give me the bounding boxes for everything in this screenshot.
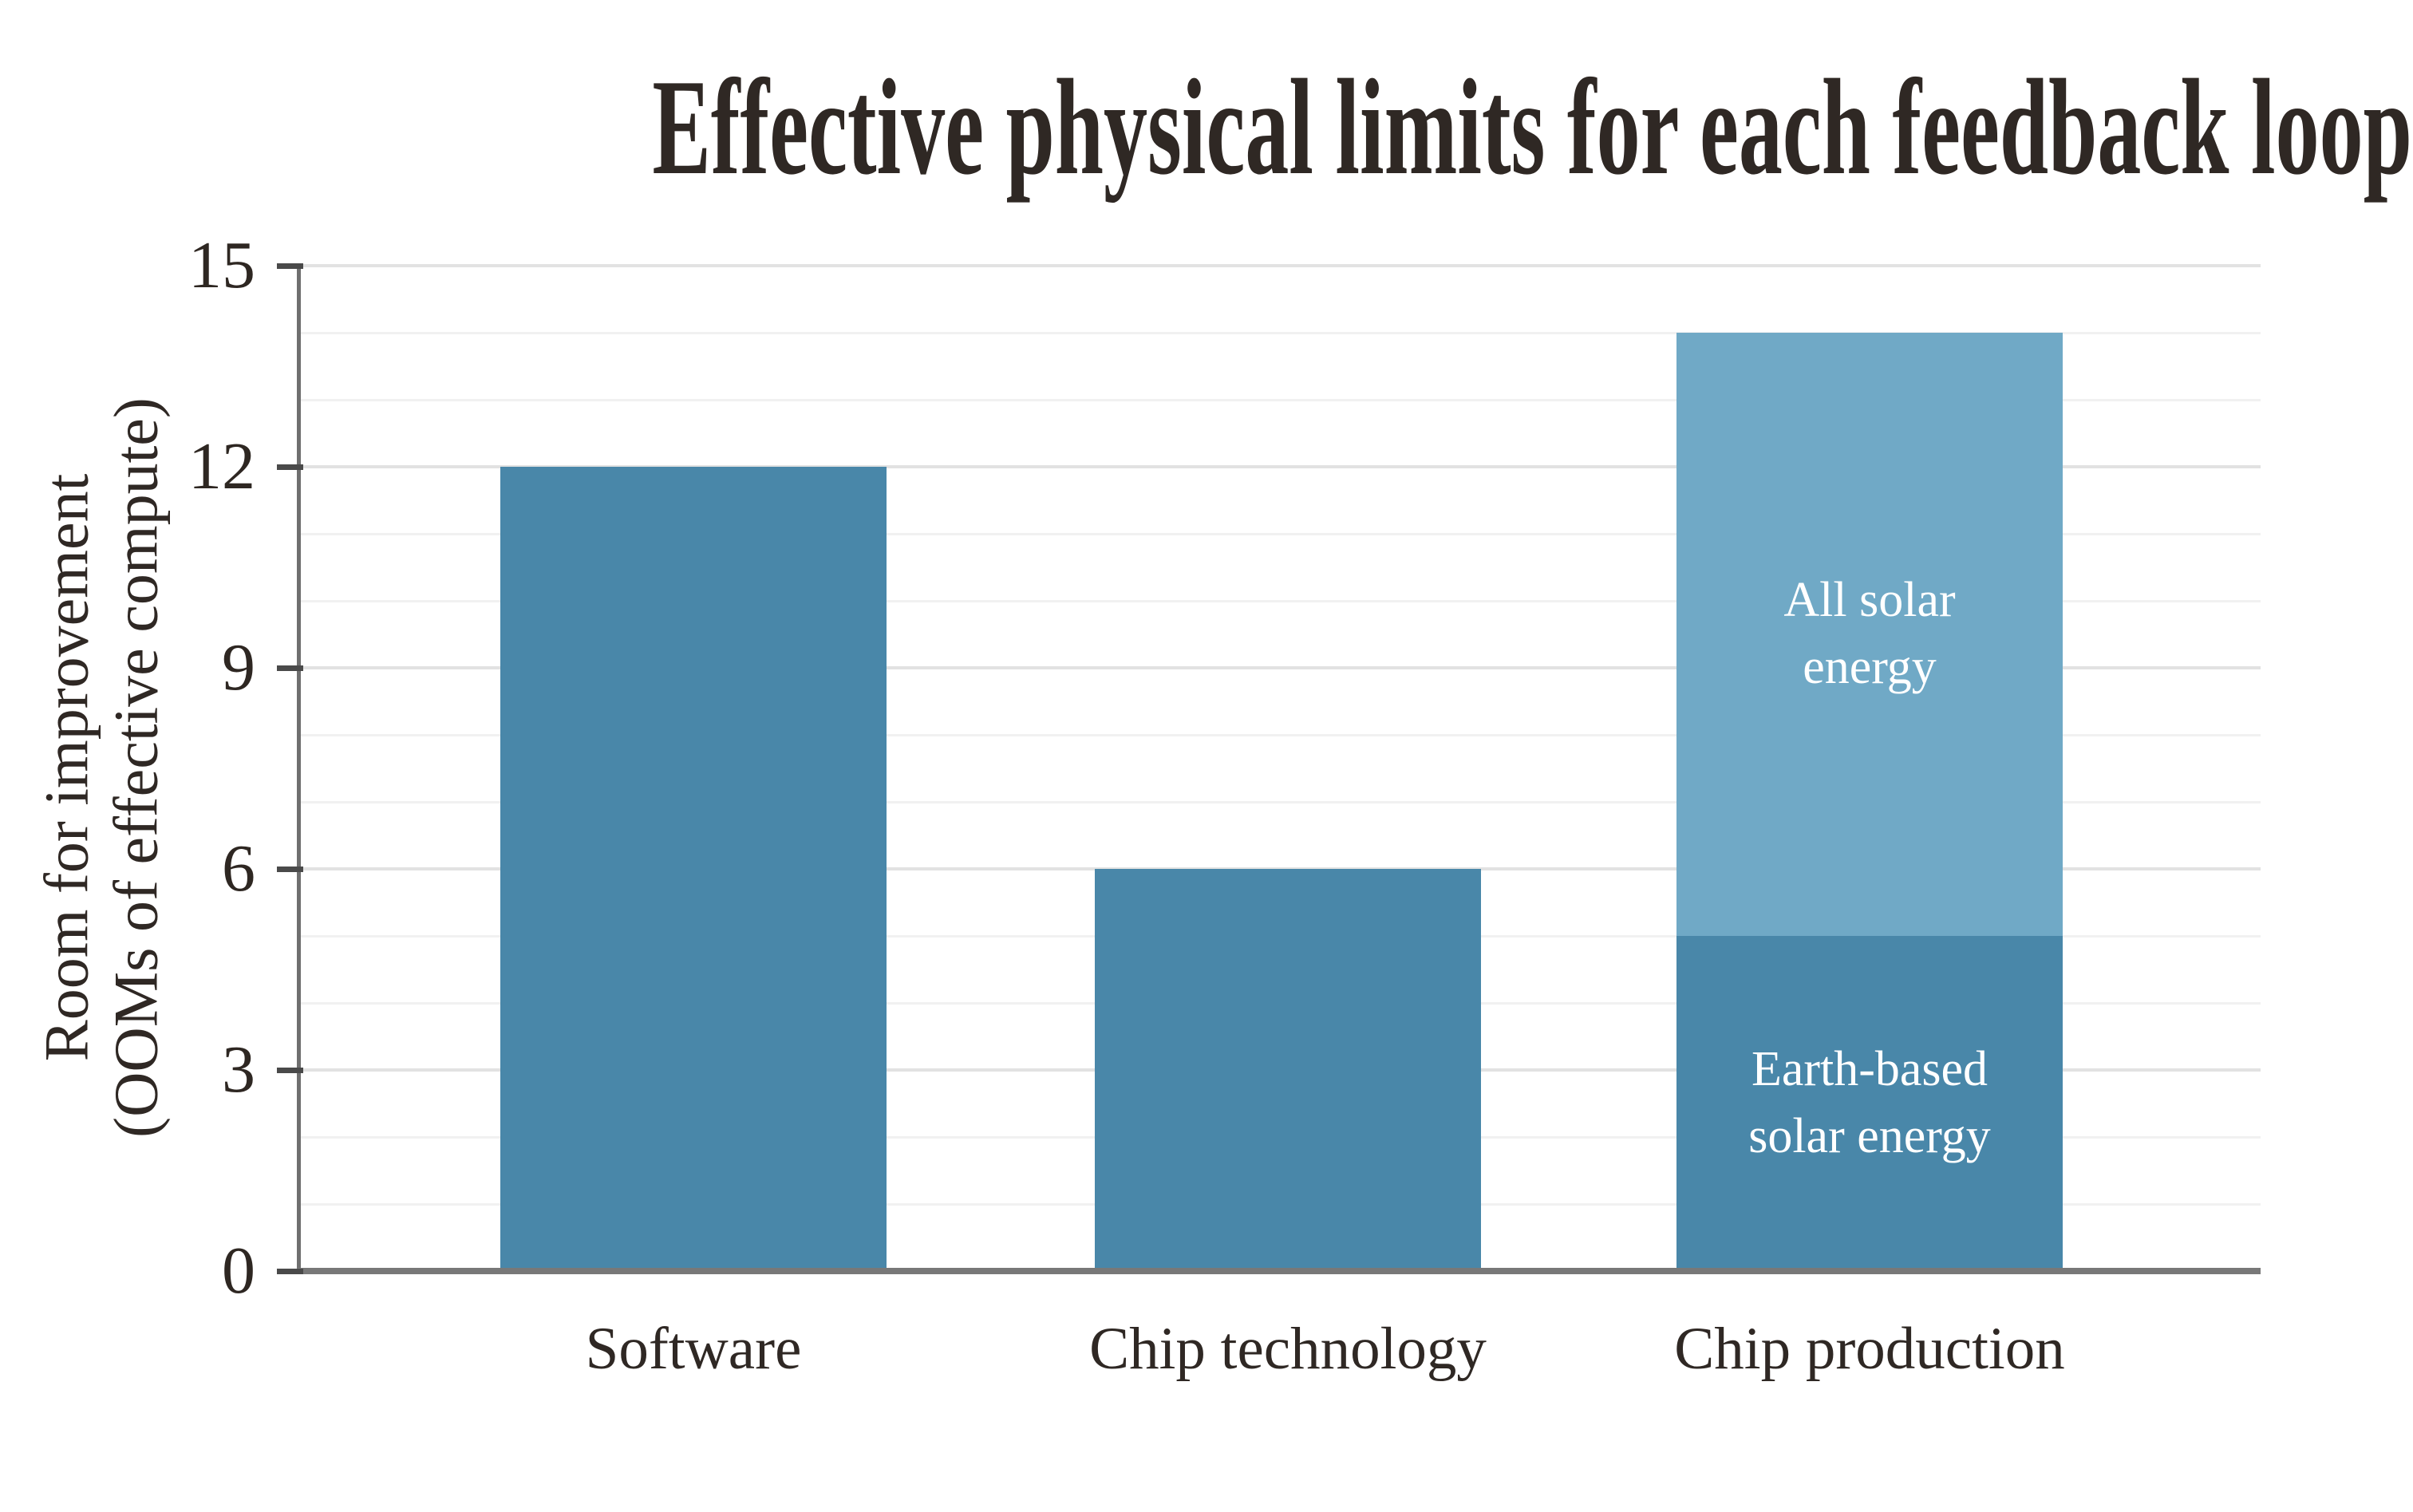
- y-tick-mark: [277, 263, 303, 269]
- y-tick-mark: [277, 1269, 303, 1274]
- y-tick-mark: [277, 867, 303, 872]
- y-tick-mark: [277, 1068, 303, 1073]
- gridline-minor: [299, 399, 2261, 401]
- gridline-major: [299, 666, 2261, 669]
- gridline-minor: [299, 600, 2261, 602]
- segment-label-line: Earth-based: [1751, 1042, 1988, 1097]
- y-axis-title-line-1: Room for improvement: [31, 473, 101, 1062]
- y-tick-mark: [277, 665, 303, 671]
- gridline-minor: [299, 734, 2261, 736]
- chart-title: Effective physical limits for each feedb…: [652, 52, 2412, 203]
- x-category-label-chip-technology: Chip technology: [1089, 1316, 1487, 1382]
- bar-segment-all-solar-energy: All solar energy: [1676, 333, 2063, 936]
- segment-label-line: All solar: [1783, 573, 1956, 628]
- y-tick-label: 12: [188, 429, 255, 503]
- bar-segment-chip-technology-room-for-improvement: [1095, 869, 1481, 1271]
- y-axis-title: Room for improvement (OOMs of effective …: [32, 397, 172, 1138]
- y-tick-label: 0: [222, 1234, 255, 1308]
- x-category-label-chip-production: Chip production: [1674, 1316, 2065, 1382]
- gridline-major: [299, 264, 2261, 267]
- segment-label-line: energy: [1803, 640, 1937, 694]
- y-tick-label: 3: [222, 1032, 255, 1107]
- segment-label-line: solar energy: [1748, 1109, 1991, 1163]
- y-tick-label: 9: [222, 630, 255, 705]
- gridline-minor: [299, 801, 2261, 803]
- x-category-label-software: Software: [585, 1316, 802, 1382]
- y-tick-label: 6: [222, 831, 255, 906]
- gridline-minor: [299, 533, 2261, 535]
- bar-segment-earth-based-solar-energy: Earth-based solar energy: [1676, 936, 2063, 1271]
- gridline-minor: [299, 332, 2261, 334]
- gridline-major: [299, 465, 2261, 468]
- y-axis-title-line-2: (OOMs of effective compute): [101, 397, 171, 1138]
- y-axis-line: [297, 265, 301, 1271]
- y-tick-mark: [277, 464, 303, 470]
- bar-segment-software-room-for-improvement: [500, 467, 887, 1271]
- y-tick-label: 15: [188, 228, 255, 302]
- x-axis-line: [297, 1268, 2261, 1274]
